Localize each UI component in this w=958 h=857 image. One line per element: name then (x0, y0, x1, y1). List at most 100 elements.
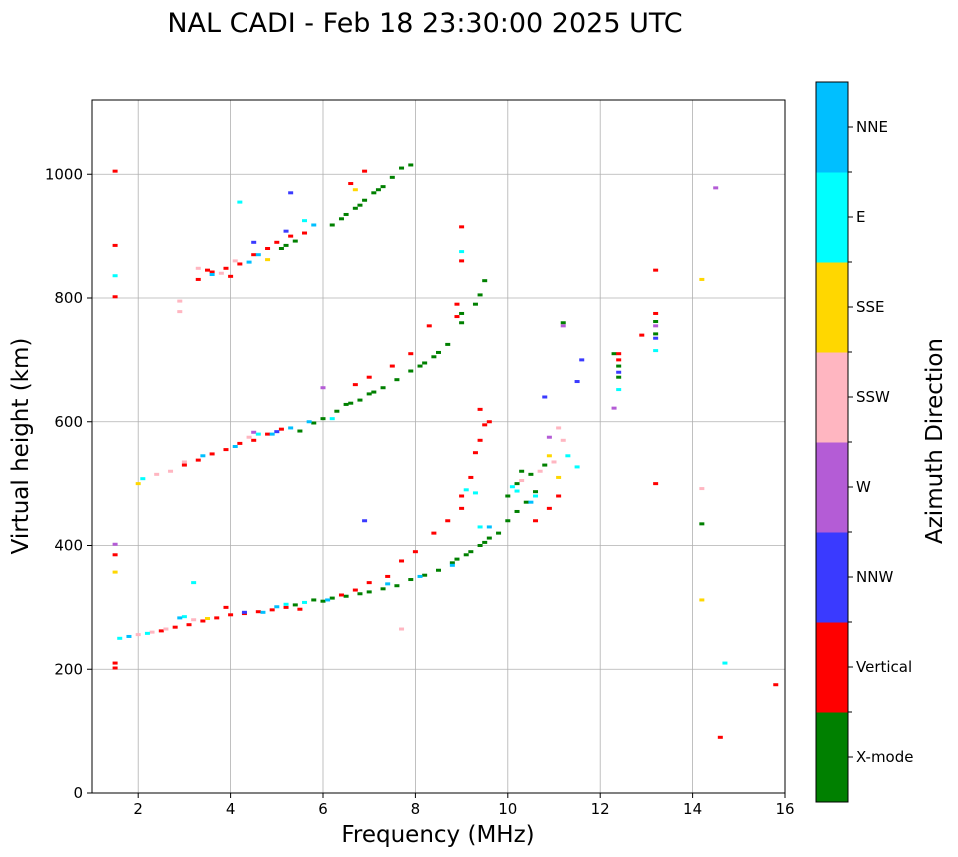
data-point-x-mode (329, 223, 335, 227)
data-point-vertical (426, 324, 432, 328)
data-point-x-mode (422, 573, 428, 577)
data-point-vertical (112, 243, 118, 247)
data-point-vertical (265, 432, 271, 436)
data-point-ssw (246, 435, 252, 439)
chart-title: NAL CADI - Feb 18 23:30:00 2025 UTC (167, 8, 682, 39)
data-point-x-mode (362, 198, 368, 202)
plot-frame (91, 99, 786, 794)
data-point-vertical (228, 613, 234, 617)
data-point-e (565, 454, 571, 458)
colorbar-tick-label: SSW (856, 388, 890, 406)
data-point-x-mode (436, 350, 441, 354)
data-point-x-mode (366, 590, 372, 594)
colorbar: X-mode Vertical NNW W SSW SSE E NNE (815, 81, 913, 803)
data-point-vertical (181, 463, 187, 467)
data-point-x-mode (394, 378, 400, 382)
data-point-w (112, 542, 118, 546)
data-point-vertical (431, 531, 437, 535)
data-point-nne (126, 634, 132, 638)
data-point-sse (556, 475, 562, 479)
data-point-x-mode (320, 417, 326, 421)
data-point-vertical (158, 629, 164, 633)
data-point-vertical (366, 581, 372, 585)
data-point-x-mode (399, 166, 405, 170)
data-point-vertical (459, 494, 465, 498)
data-point-vertical (186, 623, 192, 627)
data-point-vertical (412, 550, 418, 554)
data-point-x-mode (371, 390, 377, 394)
data-point-ssw (232, 259, 238, 263)
data-point-vertical (459, 225, 465, 229)
data-point-w (713, 186, 719, 190)
data-point-e (302, 600, 308, 604)
data-point-x-mode (417, 364, 423, 368)
data-point-x-mode (468, 550, 474, 554)
data-point-x-mode (514, 482, 520, 486)
data-point-x-mode (380, 185, 386, 189)
data-point-ssw (177, 299, 183, 303)
y-tick-label: 400 (54, 537, 83, 555)
x-tick-label: 8 (411, 800, 421, 818)
data-point-x-mode (343, 212, 349, 216)
data-point-x-mode (338, 217, 344, 221)
data-point-ssw (537, 469, 543, 473)
data-point-x-mode (408, 578, 414, 582)
data-point-vertical (297, 607, 303, 611)
data-point-ssw (399, 627, 405, 631)
data-point-vertical (269, 608, 275, 612)
data-point-x-mode (505, 494, 511, 498)
data-point-vertical (482, 423, 488, 427)
data-point-x-mode (482, 540, 488, 544)
data-point-vertical (274, 240, 280, 244)
colorbar-segment (816, 172, 848, 263)
data-point-ssw (181, 460, 187, 464)
colorbar-segment (816, 622, 848, 713)
data-point-x-mode (449, 561, 455, 565)
data-point-ssw (135, 633, 141, 637)
data-point-e (237, 200, 243, 204)
data-point-nne (177, 616, 183, 620)
data-point-vertical (773, 683, 779, 687)
colorbar-tick-label: NNW (856, 568, 893, 586)
data-point-nne (449, 563, 455, 567)
data-point-nnw (579, 358, 585, 362)
data-point-vertical (214, 616, 220, 620)
data-point-vertical (283, 605, 289, 609)
data-point-e (302, 219, 308, 223)
data-point-x-mode (472, 302, 478, 306)
data-point-nnw (283, 229, 289, 233)
data-point-nnw (542, 395, 548, 399)
data-point-nnw (241, 610, 247, 614)
data-point-ssw (149, 630, 155, 634)
data-point-x-mode (528, 472, 534, 476)
data-point-x-mode (459, 311, 465, 315)
data-point-nne (288, 426, 294, 430)
data-point-x-mode (519, 469, 525, 473)
data-point-vertical (486, 420, 492, 424)
data-point-nne (200, 454, 206, 458)
data-point-x-mode (389, 175, 395, 179)
data-point-x-mode (343, 594, 349, 598)
data-point-x-mode (445, 342, 451, 346)
data-point-vertical (251, 253, 257, 257)
data-point-nnw (362, 519, 368, 523)
data-point-vertical (653, 311, 659, 315)
data-point-vertical (237, 262, 243, 266)
data-point-x-mode (542, 463, 548, 467)
data-point-vertical (362, 169, 368, 173)
y-axis-ticks: 0 200 400 600 800 1000 (45, 165, 92, 802)
data-point-x-mode (486, 536, 492, 540)
y-axis-label: Virtual height (km) (8, 338, 34, 555)
data-point-sse (112, 570, 118, 574)
data-point-nnw (574, 380, 580, 384)
data-point-ssw (177, 310, 183, 314)
data-point-vertical (616, 358, 622, 362)
data-point-x-mode (477, 293, 483, 297)
data-point-vertical (228, 274, 234, 278)
data-point-x-mode (408, 369, 414, 373)
data-point-vertical (288, 234, 294, 238)
x-tick-label: 6 (318, 800, 328, 818)
data-point-w (546, 435, 552, 439)
data-point-vertical (445, 519, 451, 523)
data-point-x-mode (533, 490, 539, 494)
